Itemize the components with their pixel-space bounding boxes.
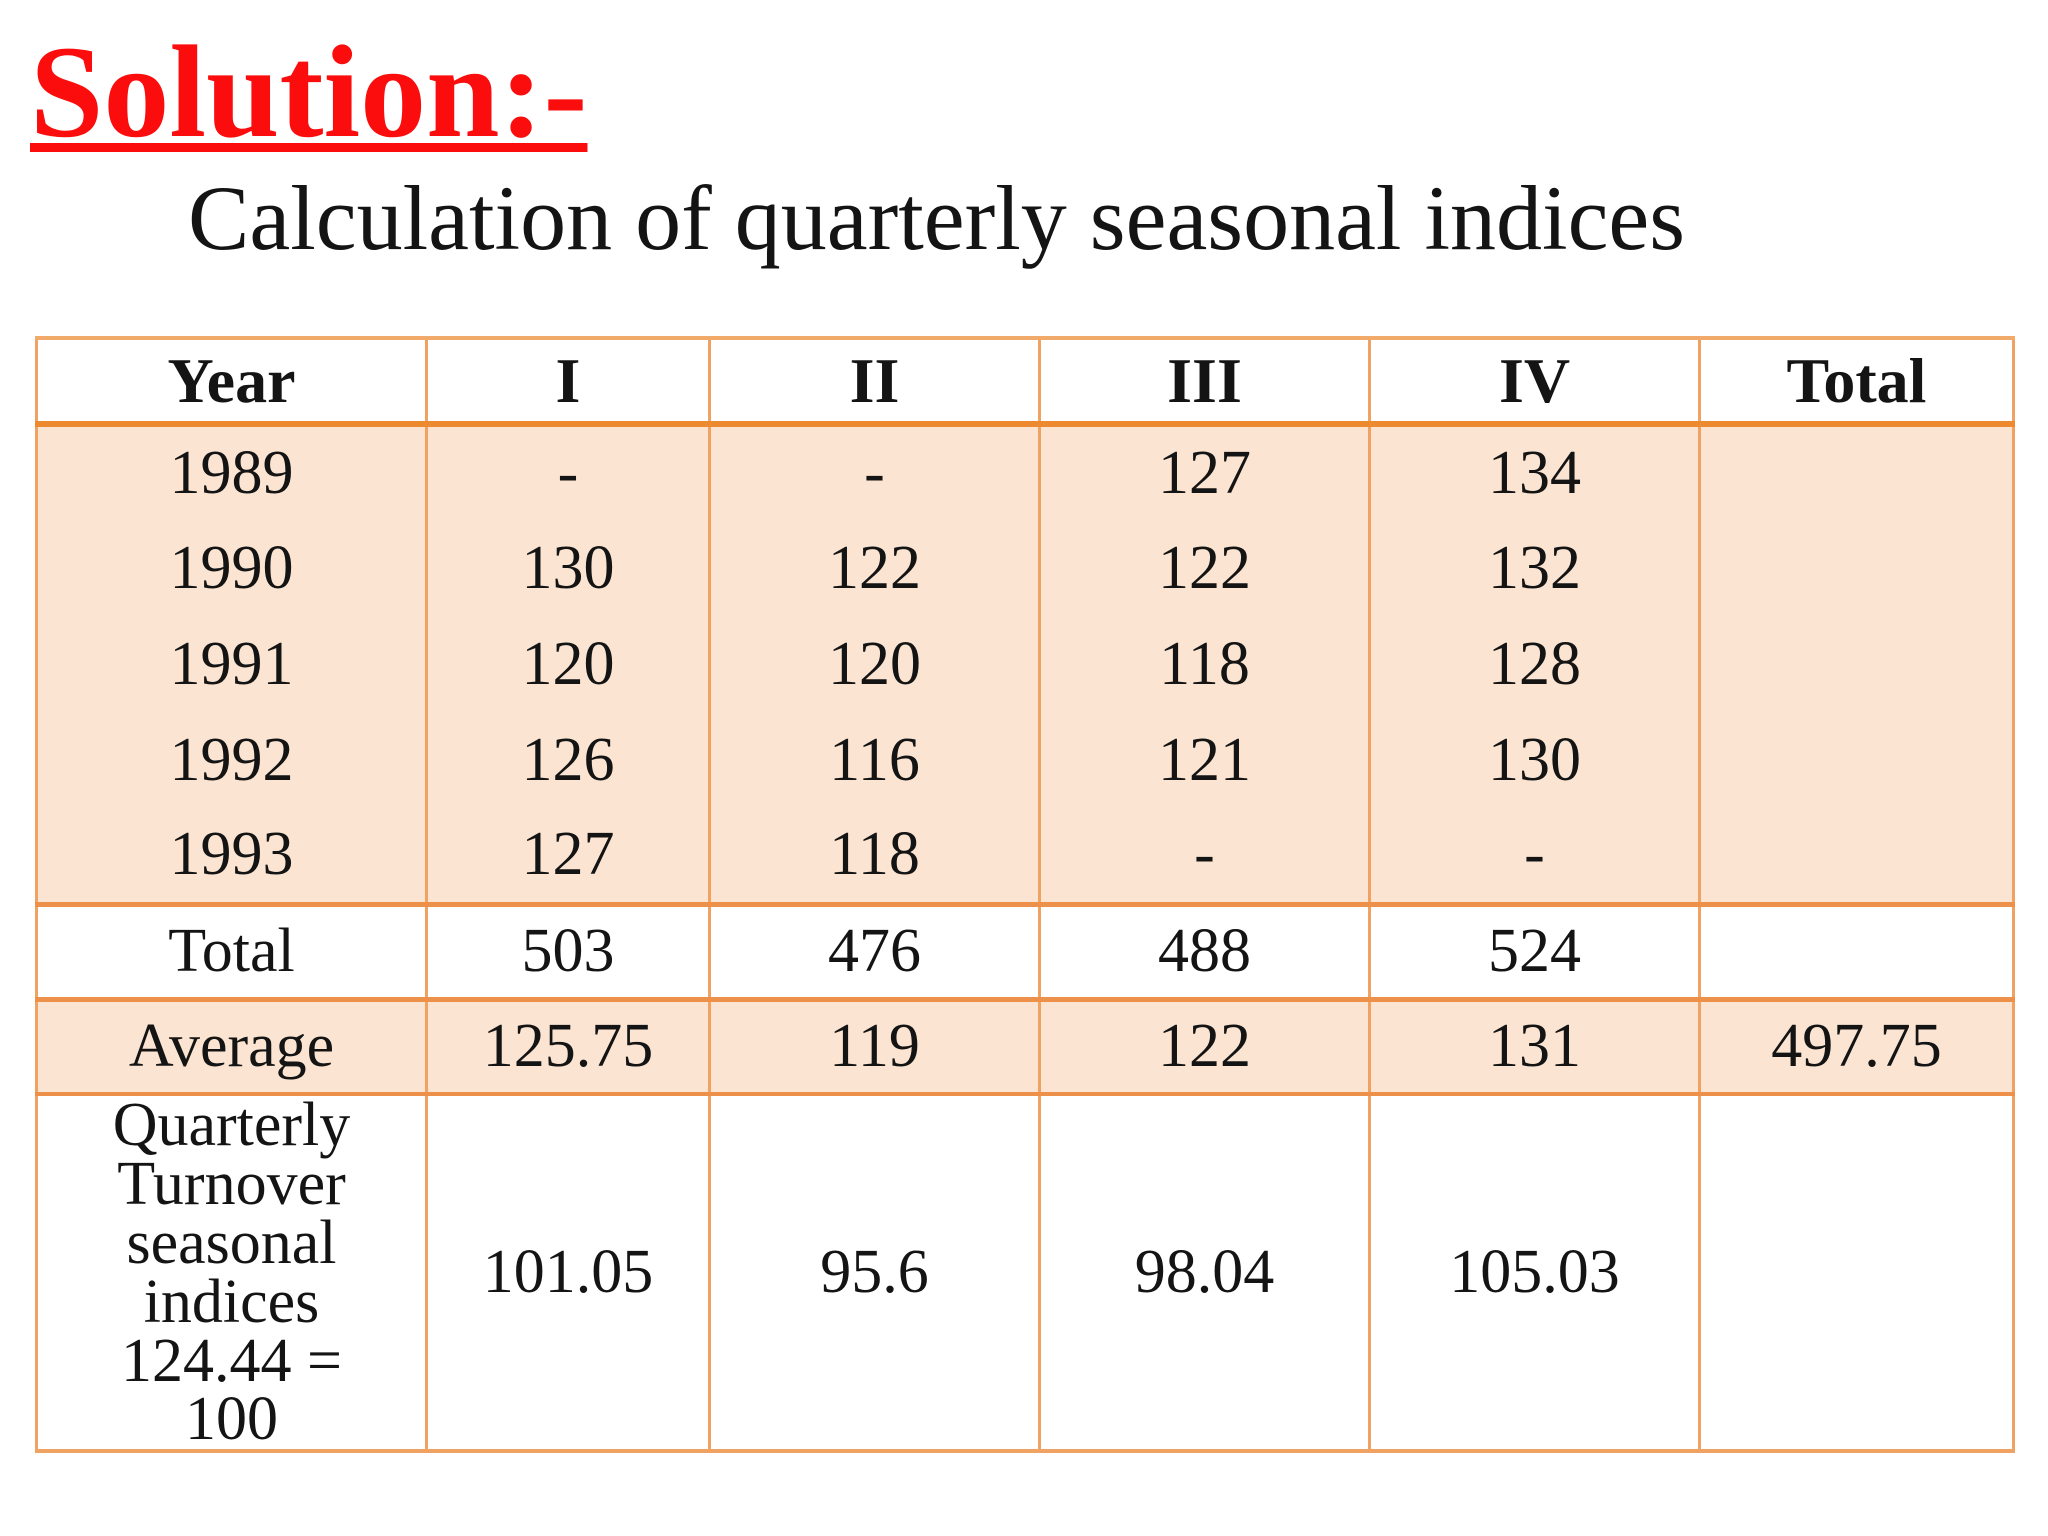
cell-q3: 122: [1038, 520, 1371, 616]
cell-q1: 125.75: [425, 999, 711, 1096]
cell-q1: 126: [425, 712, 711, 808]
total-row: Total 503 476 488 524: [35, 904, 2015, 1002]
cell-total: [1698, 424, 2015, 520]
header-cell-q3: III: [1038, 336, 1371, 427]
cell-q3: 121: [1038, 712, 1371, 808]
cell-q4: 131: [1368, 999, 1701, 1096]
cell-q2: -: [708, 424, 1041, 520]
cell-q2: 119: [708, 999, 1041, 1096]
cell-year: 1989: [35, 424, 428, 520]
cell-q2: 122: [708, 520, 1041, 616]
cell-q4: 132: [1368, 520, 1701, 616]
header-cell-q1: I: [425, 336, 711, 427]
cell-q3: 488: [1038, 904, 1371, 1002]
cell-q2: 120: [708, 616, 1041, 712]
cell-q2: 95.6: [708, 1094, 1041, 1454]
header-row: Year I II III IV Total: [35, 336, 2015, 427]
header-cell-total: Total: [1698, 336, 2015, 427]
year-row-1993: 1993 127 118 - -: [35, 808, 2015, 907]
page-subtitle: Calculation of quarterly seasonal indice…: [188, 167, 1686, 269]
cell-q1: 120: [425, 616, 711, 712]
cell-q2: 118: [708, 808, 1041, 907]
total-row-label: Total: [35, 904, 428, 1002]
cell-total: [1698, 712, 2015, 808]
page-title: Solution:-: [30, 18, 588, 165]
cell-year: 1993: [35, 808, 428, 907]
seasonal-indices-table: Year I II III IV Total 1989 - - 127 134 …: [35, 336, 2015, 1454]
cell-q3: 98.04: [1038, 1094, 1371, 1454]
cell-year: 1992: [35, 712, 428, 808]
cell-q1: 127: [425, 808, 711, 907]
cell-q4: 130: [1368, 712, 1701, 808]
cell-year: 1990: [35, 520, 428, 616]
cell-q1: 503: [425, 904, 711, 1002]
cell-q4: 524: [1368, 904, 1701, 1002]
cell-total: [1698, 616, 2015, 712]
cell-q1: 130: [425, 520, 711, 616]
cell-q1: 101.05: [425, 1094, 711, 1454]
cell-q4: 105.03: [1368, 1094, 1701, 1454]
cell-q1: -: [425, 424, 711, 520]
year-row-1989: 1989 - - 127 134: [35, 424, 2015, 520]
year-row-1992: 1992 126 116 121 130: [35, 712, 2015, 808]
cell-q3: 118: [1038, 616, 1371, 712]
cell-q4: -: [1368, 808, 1701, 907]
cell-total: [1698, 520, 2015, 616]
seasonal-indices-row: Quarterly Turnover seasonal indices 124.…: [35, 1094, 2015, 1454]
cell-total: 497.75: [1698, 999, 2015, 1096]
indices-row-label: Quarterly Turnover seasonal indices 124.…: [35, 1094, 428, 1454]
year-row-1990: 1990 130 122 122 132: [35, 520, 2015, 616]
cell-q2: 476: [708, 904, 1041, 1002]
cell-q4: 134: [1368, 424, 1701, 520]
average-row: Average 125.75 119 122 131 497.75: [35, 999, 2015, 1096]
cell-q2: 116: [708, 712, 1041, 808]
average-row-label: Average: [35, 999, 428, 1096]
header-cell-q2: II: [708, 336, 1041, 427]
cell-total: [1698, 808, 2015, 907]
year-row-1991: 1991 120 120 118 128: [35, 616, 2015, 712]
cell-total: [1698, 904, 2015, 1002]
cell-total: [1698, 1094, 2015, 1454]
cell-q3: -: [1038, 808, 1371, 907]
header-cell-q4: IV: [1368, 336, 1701, 427]
cell-year: 1991: [35, 616, 428, 712]
header-cell-year: Year: [35, 336, 428, 427]
cell-q3: 122: [1038, 999, 1371, 1096]
cell-q4: 128: [1368, 616, 1701, 712]
indices-row-label-text: Quarterly Turnover seasonal indices 124.…: [112, 1094, 351, 1452]
cell-q3: 127: [1038, 424, 1371, 520]
